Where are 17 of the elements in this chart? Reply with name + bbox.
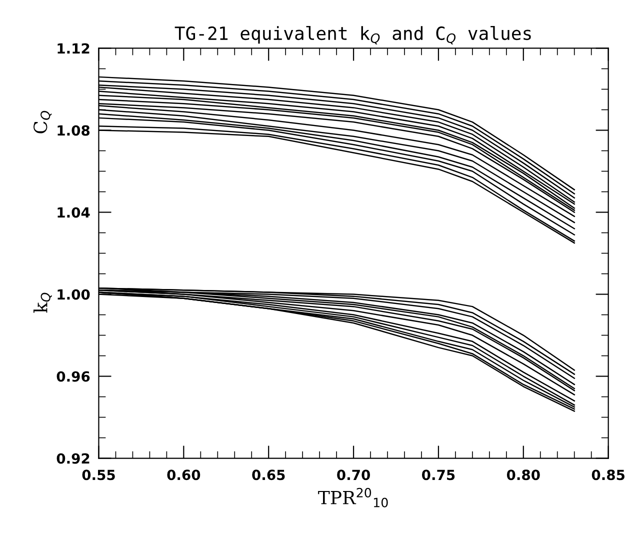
- y-tick-label: 1.04: [58, 207, 90, 218]
- y-tick-label: 0.92: [56, 453, 90, 464]
- y-tick-label: 1.00: [58, 289, 90, 300]
- chart-title: TG-21 equivalent k$_{Q}$ and C$_{Q}$ values: [174, 26, 531, 44]
- x-tick-label: 0.60: [167, 470, 200, 480]
- x-tick-label: 0.70: [337, 470, 370, 480]
- y-tick-label: 1.12: [58, 43, 90, 54]
- y-tick-label: 1.08: [58, 125, 90, 136]
- x-tick-label: 0.85: [592, 470, 624, 480]
- x-tick-label: 0.80: [506, 470, 540, 480]
- text: k$_{Q}$: [33, 292, 52, 313]
- x-axis-title: TPR$^{20}$$_{10}$: [318, 488, 388, 508]
- x-tick-label: 0.65: [252, 470, 285, 480]
- text: C$_{Q}$: [34, 110, 52, 134]
- y-tick-label: 0.96: [56, 371, 90, 382]
- x-tick-label: 0.55: [82, 470, 115, 480]
- x-tick-label: 0.75: [422, 470, 455, 480]
